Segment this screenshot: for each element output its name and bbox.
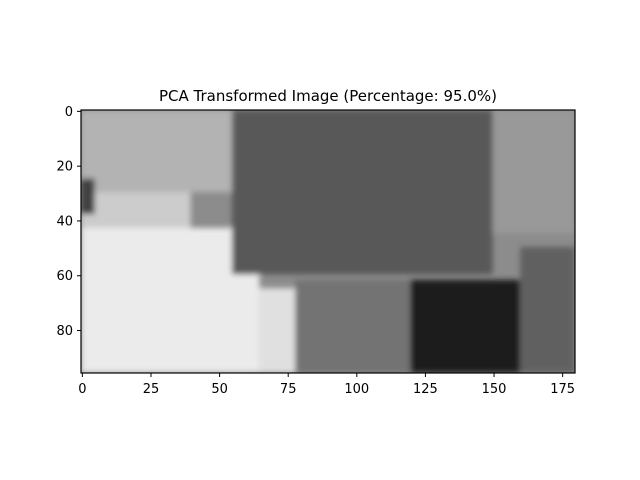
y-tick-label: 80: [56, 324, 73, 339]
axes-frame: [80, 109, 576, 374]
region-right-background: [492, 110, 575, 234]
region-dark-spot-left: [81, 178, 95, 215]
x-tick-label: 0: [78, 382, 86, 397]
y-tick-label: 0: [65, 105, 73, 120]
region-lower-right-edge: [520, 246, 575, 373]
x-tick-label: 75: [280, 382, 297, 397]
heatmap-image: [81, 110, 575, 373]
y-tick-label: 40: [56, 214, 73, 229]
region-lower-middle-column: [295, 279, 411, 373]
region-background-left-top: [81, 110, 246, 193]
region-lower-left-mid: [259, 288, 296, 373]
y-axis: 0 20 40 60 80: [56, 105, 81, 339]
x-tick-label: 175: [550, 382, 575, 397]
region-central-dark-mass: [231, 110, 493, 275]
x-axis: 0 25 50 75 100 125 150 175: [78, 373, 575, 397]
region-background-left-mid: [81, 192, 191, 234]
y-tick-label: 20: [56, 160, 73, 175]
x-tick-label: 25: [143, 382, 160, 397]
x-tick-label: 150: [482, 382, 507, 397]
region-bright-lower-left: [81, 227, 260, 373]
x-tick-label: 125: [413, 382, 438, 397]
chart-title: PCA Transformed Image (Percentage: 95.0%…: [159, 87, 497, 105]
x-tick-label: 100: [344, 382, 369, 397]
y-tick-label: 60: [56, 269, 73, 284]
region-lower-right-dark: [410, 279, 521, 373]
image-regions: [81, 110, 575, 373]
x-tick-label: 50: [211, 382, 228, 397]
